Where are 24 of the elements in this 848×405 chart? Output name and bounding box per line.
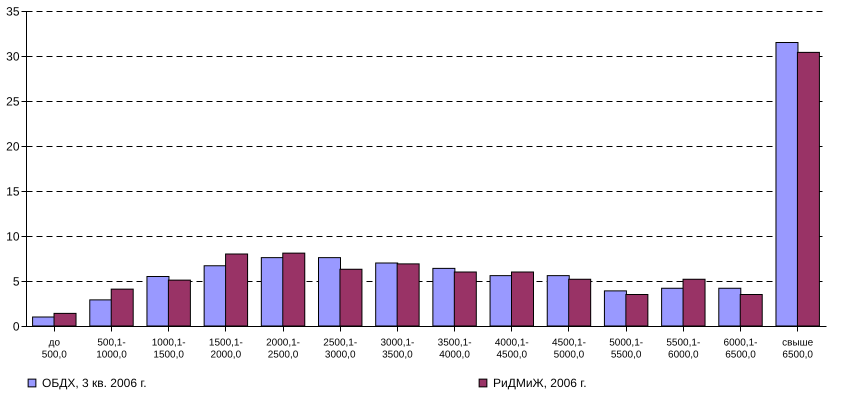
x-tick-label: 3500,1- 4000,0 — [438, 338, 472, 360]
legend-label: ОБДХ, 3 кв. 2006 г. — [42, 376, 147, 390]
x-tick-label: 6000,1- 6500,0 — [724, 338, 758, 360]
y-tick-label: 20 — [6, 140, 20, 154]
x-tick-label: до 500,0 — [42, 338, 68, 360]
y-tick-label: 0 — [12, 320, 20, 334]
x-tick-label: 2500,1- 3000,0 — [323, 338, 358, 360]
x-tick-label: 4000,1- 4500,0 — [494, 338, 529, 360]
y-tick-label: 5 — [12, 274, 20, 288]
y-tick-label: 10 — [6, 230, 20, 244]
y-tick-label: 30 — [6, 50, 20, 64]
y-tick-label: 35 — [6, 4, 20, 18]
x-tick-label: 1500,1- 2000,0 — [208, 338, 243, 360]
x-tick-label: свыше 6500,0 — [782, 338, 814, 360]
x-tick-label: 5500,1- 6000,0 — [666, 338, 700, 360]
legend-label: РиДМиЖ, 2006 г. — [493, 376, 587, 390]
x-tick-label: 2000,1- 2500,0 — [266, 338, 300, 360]
x-tick-label: 3000,1- 3500,0 — [380, 338, 414, 360]
x-tick-label: 4500,1- 5000,0 — [552, 338, 586, 360]
y-tick-label: 15 — [6, 184, 20, 198]
x-tick-label: 5000,1- 5500,0 — [609, 338, 644, 360]
y-tick-label: 25 — [6, 94, 20, 108]
x-tick-label: 1000,1- 1500,0 — [152, 338, 186, 360]
x-tick-label: 500,1- 1000,0 — [96, 338, 128, 360]
